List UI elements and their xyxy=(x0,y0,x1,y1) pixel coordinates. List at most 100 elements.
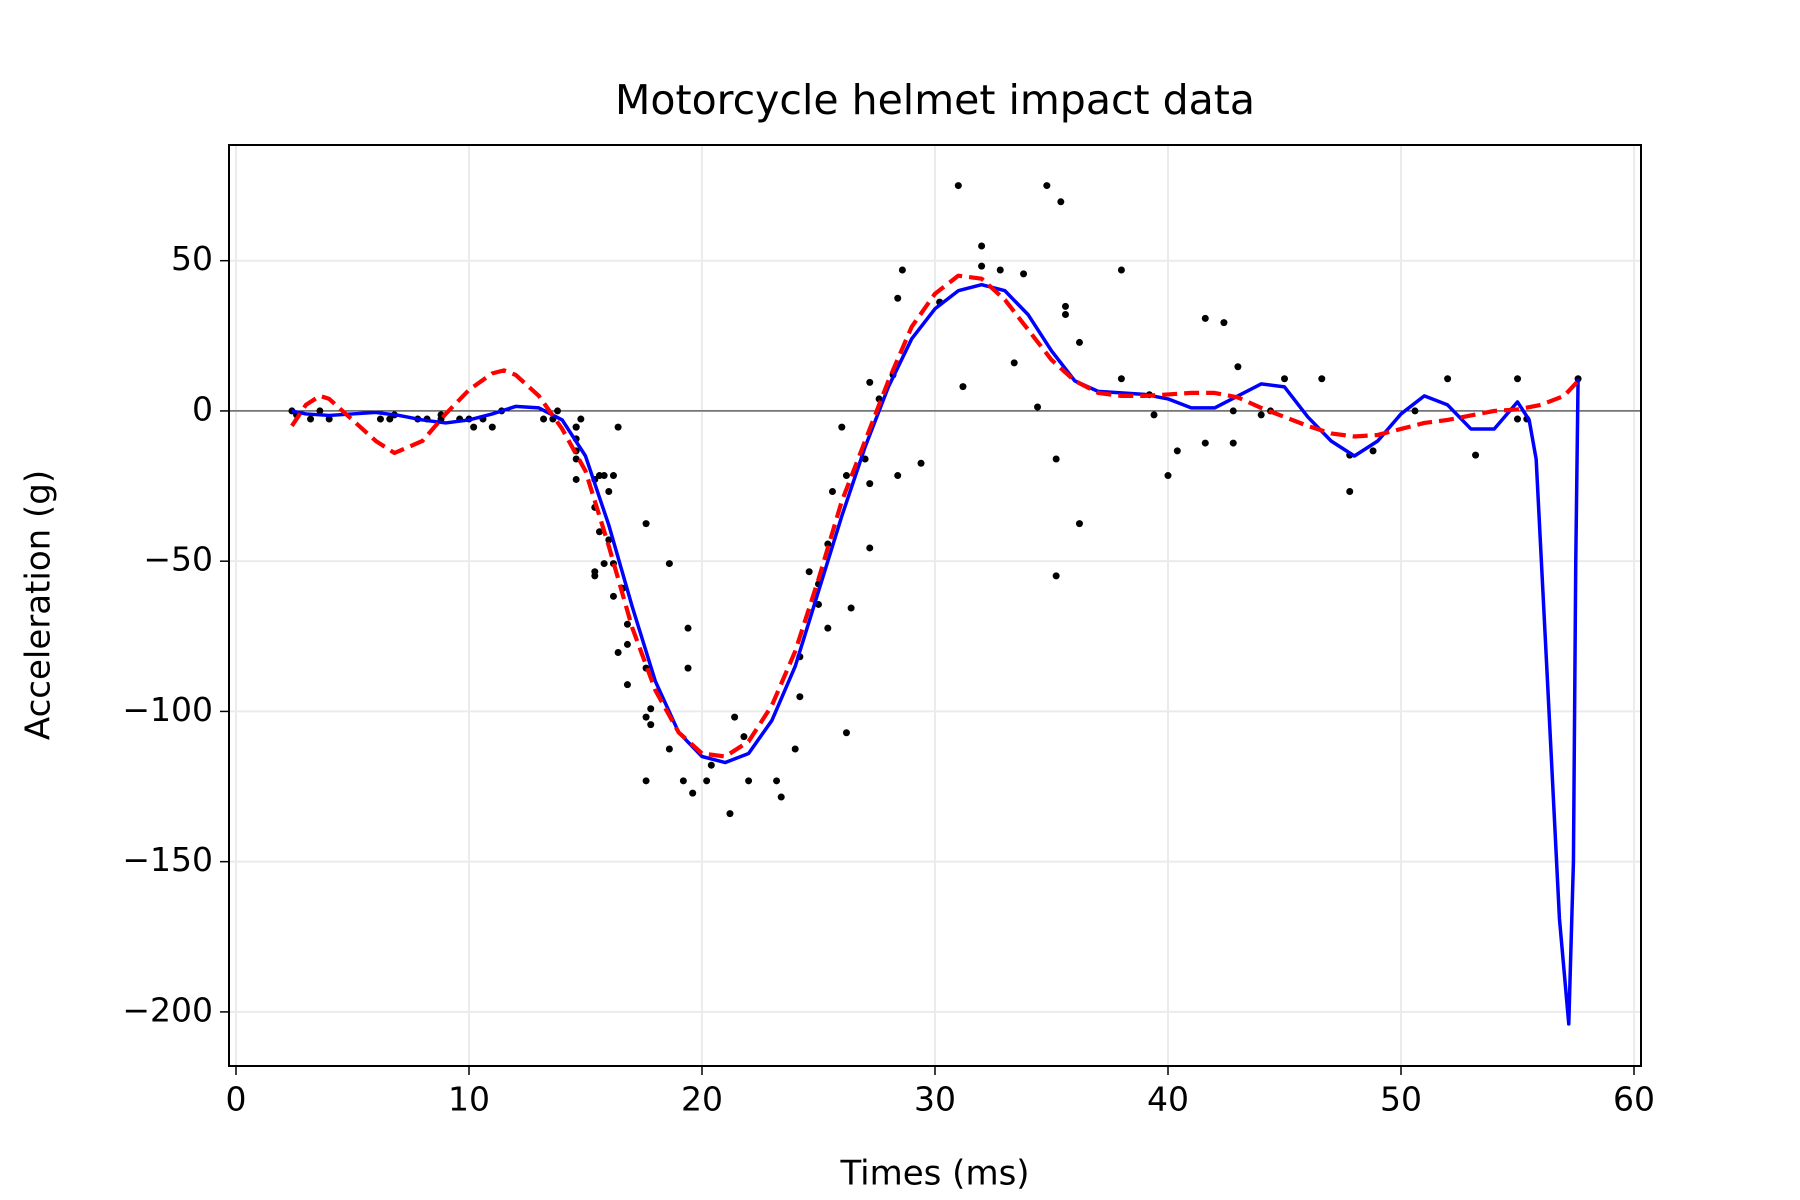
point xyxy=(623,620,631,628)
point xyxy=(1117,266,1125,274)
point xyxy=(978,242,986,250)
point xyxy=(1173,447,1181,455)
point xyxy=(577,415,585,423)
point xyxy=(777,793,785,801)
x-tick-label: 20 xyxy=(681,1080,723,1119)
point xyxy=(600,560,608,568)
point xyxy=(623,681,631,689)
y-tick-label: −100 xyxy=(122,690,213,729)
y-axis-label: Acceleration (g) xyxy=(19,470,59,740)
point xyxy=(614,649,622,657)
point xyxy=(894,294,902,302)
point xyxy=(791,745,799,753)
x-tick-label: 40 xyxy=(1147,1080,1189,1119)
point xyxy=(796,693,804,701)
y-tick-label: 0 xyxy=(192,389,213,428)
point xyxy=(828,487,836,495)
point xyxy=(665,560,673,568)
point xyxy=(842,729,850,737)
point xyxy=(894,472,902,480)
point xyxy=(1061,302,1069,310)
y-tick-label: −50 xyxy=(143,540,213,579)
y-tick-label: 50 xyxy=(171,239,213,278)
point xyxy=(1020,270,1028,278)
point xyxy=(316,407,324,415)
point xyxy=(707,761,715,769)
point xyxy=(1514,415,1522,423)
point xyxy=(609,592,617,600)
point xyxy=(917,459,925,467)
plot-frame xyxy=(228,144,1642,1067)
point xyxy=(665,745,673,753)
point xyxy=(1164,472,1172,480)
point xyxy=(1444,375,1452,383)
point xyxy=(824,624,832,632)
point xyxy=(954,182,962,190)
point xyxy=(642,777,650,785)
point xyxy=(875,395,883,403)
y-tick-label: −150 xyxy=(122,840,213,879)
point xyxy=(647,705,655,713)
point xyxy=(1346,487,1354,495)
point xyxy=(866,544,874,552)
point xyxy=(307,415,315,423)
point xyxy=(838,423,846,431)
point xyxy=(1514,375,1522,383)
point xyxy=(540,415,548,423)
x-axis-label: Times (ms) xyxy=(839,1154,1029,1194)
point xyxy=(1472,451,1480,459)
point xyxy=(1010,359,1018,367)
point xyxy=(609,472,617,480)
line xyxy=(290,273,1580,759)
point xyxy=(842,472,850,480)
point xyxy=(1052,455,1060,463)
point xyxy=(689,789,697,797)
point xyxy=(325,415,333,423)
point xyxy=(745,777,753,785)
point xyxy=(1043,182,1051,190)
y-tick-label: −200 xyxy=(122,990,213,1029)
point xyxy=(740,733,748,741)
point xyxy=(1281,375,1289,383)
point xyxy=(684,664,692,672)
point xyxy=(572,475,580,483)
x-tick-label: 30 xyxy=(914,1080,956,1119)
point xyxy=(470,423,478,431)
x-tick-label: 50 xyxy=(1380,1080,1422,1119)
point xyxy=(1229,439,1237,447)
point xyxy=(978,262,986,270)
point xyxy=(1369,447,1377,455)
x-tick-label: 10 xyxy=(448,1080,490,1119)
point xyxy=(1411,407,1419,415)
point xyxy=(1234,363,1242,371)
point xyxy=(642,520,650,528)
point xyxy=(1061,310,1069,318)
point xyxy=(623,640,631,648)
point xyxy=(679,777,687,785)
point xyxy=(898,266,906,274)
point xyxy=(1201,439,1209,447)
point xyxy=(605,536,613,544)
point xyxy=(614,423,622,431)
x-tick-label: 0 xyxy=(225,1080,246,1119)
x-tick-label: 60 xyxy=(1613,1080,1655,1119)
point xyxy=(726,810,734,818)
point xyxy=(642,713,650,721)
point xyxy=(1117,375,1125,383)
point xyxy=(824,540,832,548)
point xyxy=(386,415,394,423)
point xyxy=(376,415,384,423)
point xyxy=(600,472,608,480)
point xyxy=(1052,572,1060,580)
point xyxy=(1075,338,1083,346)
point xyxy=(805,568,813,576)
point xyxy=(572,423,580,431)
point xyxy=(684,624,692,632)
point xyxy=(554,407,562,415)
point xyxy=(1150,411,1158,419)
point xyxy=(773,777,781,785)
point xyxy=(847,604,855,612)
point xyxy=(1034,403,1042,411)
